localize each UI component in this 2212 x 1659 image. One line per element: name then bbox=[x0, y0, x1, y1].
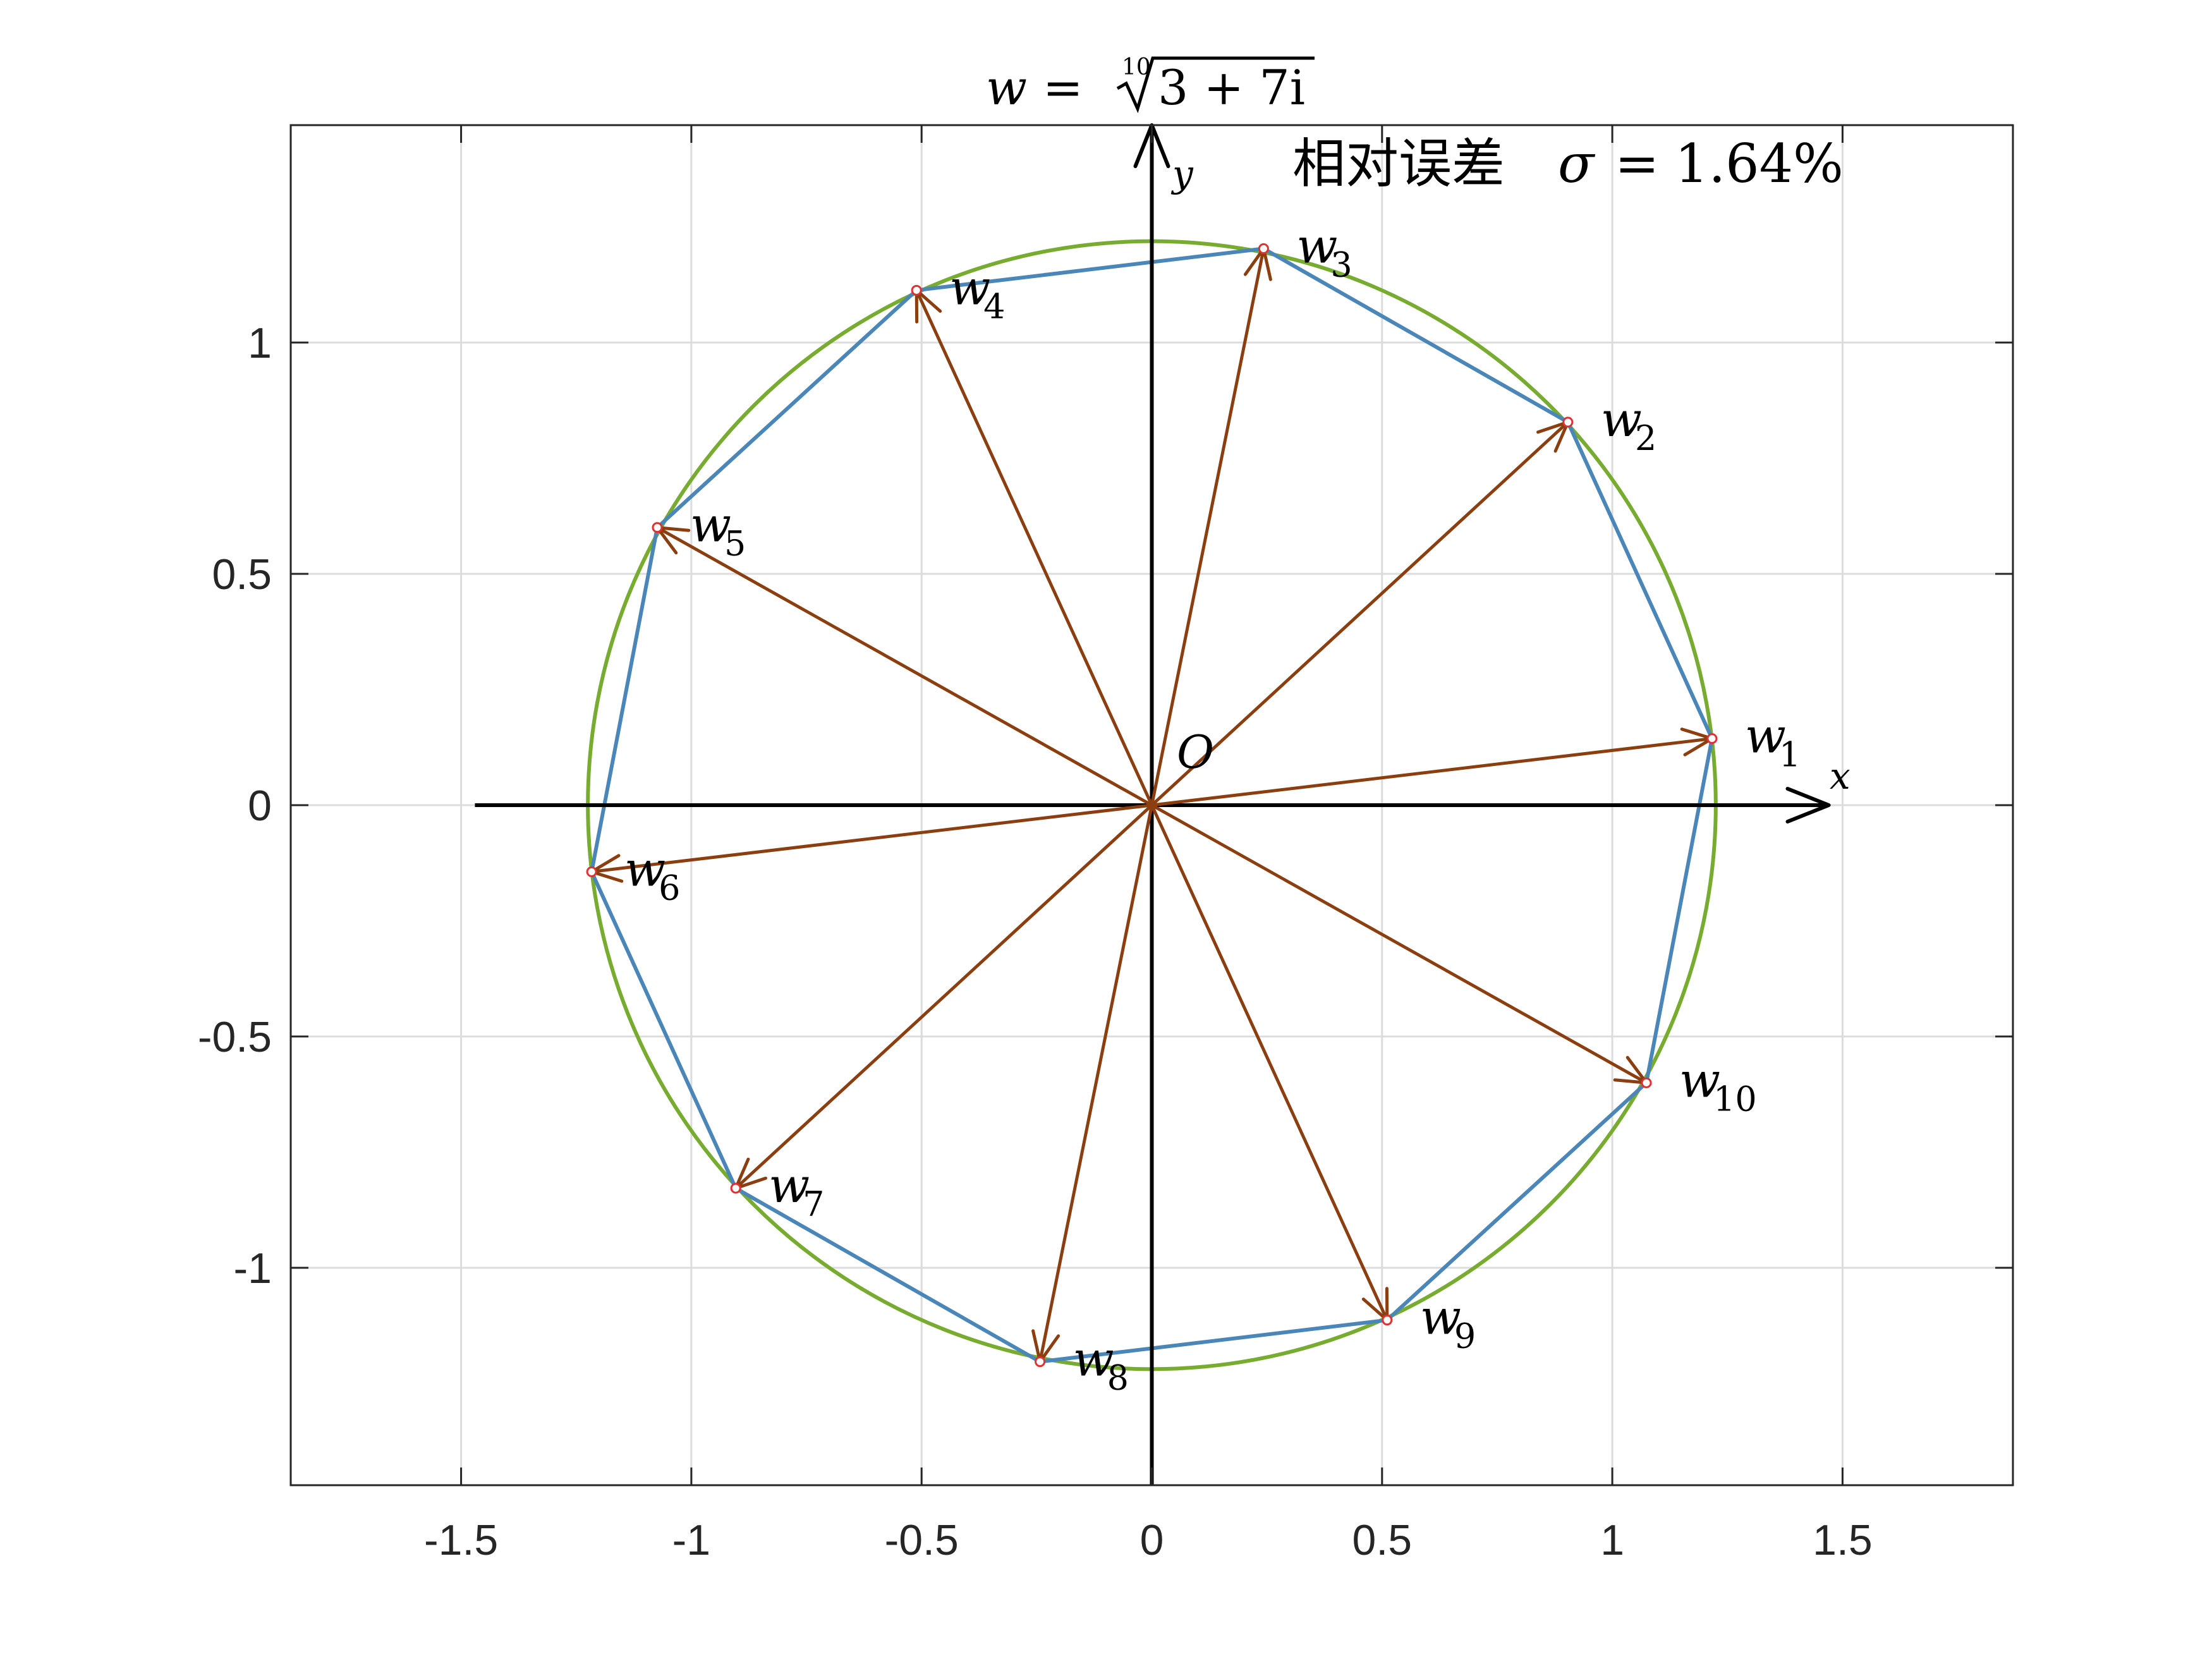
x-tick-label: 1 bbox=[1600, 1516, 1624, 1564]
root-point-4 bbox=[911, 284, 922, 296]
title-radical-sign bbox=[1116, 56, 1315, 114]
root-label-index: 9 bbox=[1454, 1316, 1476, 1356]
root-label-index: 5 bbox=[724, 524, 746, 564]
root-vector-6 bbox=[591, 803, 1152, 873]
root-label-letter: w bbox=[1679, 1052, 1720, 1108]
y-tick-label: -1 bbox=[234, 1244, 272, 1292]
chart-title: w = 10 3 + 7i bbox=[986, 54, 1315, 116]
root-label-index: 3 bbox=[1330, 245, 1352, 284]
root-label-1: w1 bbox=[1745, 708, 1801, 775]
root-label-letter: w bbox=[1745, 708, 1786, 764]
root-vector-7 bbox=[734, 804, 1153, 1189]
root-vector-3 bbox=[1150, 248, 1265, 806]
root-point-10 bbox=[1641, 1077, 1652, 1088]
y-axis-label: y bbox=[1170, 152, 1194, 195]
root-point-9 bbox=[1382, 1315, 1393, 1326]
tick-label-layer: -1.5 -1 -0.5 0 0.5 1 1.5 -1 -0.5 0 0.5 1 bbox=[198, 319, 1873, 1564]
root-point-2 bbox=[1562, 416, 1574, 428]
title-radicand: 3 + 7i bbox=[1158, 59, 1305, 116]
root-label-6: w6 bbox=[624, 841, 680, 908]
annotation-value: 1.64% bbox=[1675, 133, 1844, 195]
root-label-3: w3 bbox=[1296, 217, 1352, 284]
root-label-index: 7 bbox=[803, 1184, 824, 1224]
root-label-2: w2 bbox=[1601, 391, 1656, 458]
y-tick-label: 0.5 bbox=[212, 550, 272, 599]
x-axis-label: x bbox=[1830, 755, 1850, 798]
root-vector-8 bbox=[1038, 805, 1153, 1363]
root-point-6 bbox=[586, 866, 597, 877]
y-tick-label: 1 bbox=[248, 319, 272, 367]
root-label-letter: w bbox=[1073, 1331, 1114, 1387]
root-label-index: 4 bbox=[983, 286, 1005, 326]
root-label-7: w7 bbox=[769, 1157, 824, 1224]
root-label-letter: w bbox=[624, 841, 665, 897]
frame-layer bbox=[289, 124, 2014, 1486]
root-point-3 bbox=[1258, 243, 1269, 254]
title-lhs: w bbox=[986, 59, 1027, 116]
root-point-8 bbox=[1035, 1356, 1046, 1368]
root-label-letter: w bbox=[1420, 1289, 1461, 1346]
root-label-4: w4 bbox=[949, 259, 1005, 326]
root-label-5: w5 bbox=[690, 497, 746, 564]
x-tick-label: -1.5 bbox=[424, 1516, 498, 1564]
x-tick-label: 0.5 bbox=[1352, 1516, 1413, 1564]
root-label-letter: w bbox=[949, 259, 990, 315]
root-label-letter: w bbox=[769, 1157, 810, 1213]
root-label-index: 10 bbox=[1713, 1079, 1757, 1119]
x-tick-label: 1.5 bbox=[1813, 1516, 1873, 1564]
y-tick-label: 0 bbox=[248, 782, 272, 830]
x-axis-arrowhead bbox=[1785, 787, 1831, 823]
root-vector-10 bbox=[1151, 803, 1648, 1085]
relative-error-annotation: 相对误差 σ = 1.64% bbox=[1292, 133, 1844, 195]
root-label-8: w8 bbox=[1073, 1331, 1129, 1398]
root-vector-9 bbox=[1150, 804, 1389, 1321]
annotation-symbol: σ bbox=[1558, 133, 1596, 195]
title-equals: = bbox=[1043, 59, 1083, 116]
root-label-index: 8 bbox=[1107, 1358, 1129, 1398]
root-label-10: w10 bbox=[1679, 1052, 1757, 1119]
root-label-letter: w bbox=[1601, 391, 1642, 447]
y-tick-label: -0.5 bbox=[198, 1013, 272, 1061]
root-point-7 bbox=[730, 1182, 741, 1194]
x-tick-label: -1 bbox=[672, 1516, 710, 1564]
x-tick-label: -0.5 bbox=[885, 1516, 959, 1564]
point-layer bbox=[586, 243, 1718, 1368]
root-label-letter: w bbox=[690, 497, 731, 553]
root-label-9: w9 bbox=[1420, 1289, 1476, 1356]
root-point-1 bbox=[1706, 733, 1718, 744]
root-vector-5 bbox=[656, 526, 1153, 807]
root-label-index: 2 bbox=[1635, 418, 1656, 458]
root-vector-1 bbox=[1152, 737, 1713, 807]
root-point-5 bbox=[652, 522, 663, 533]
annotation-equals: = bbox=[1615, 133, 1659, 195]
root-label-index: 6 bbox=[659, 868, 680, 908]
root-vector-4 bbox=[915, 289, 1153, 806]
root-label-letter: w bbox=[1296, 217, 1337, 274]
root-label-index: 1 bbox=[1779, 735, 1801, 775]
origin-label: O bbox=[1177, 726, 1214, 779]
x-tick-label: 0 bbox=[1140, 1516, 1164, 1564]
annotation-prefix: 相对误差 bbox=[1292, 133, 1505, 195]
root-vector-2 bbox=[1150, 421, 1569, 806]
